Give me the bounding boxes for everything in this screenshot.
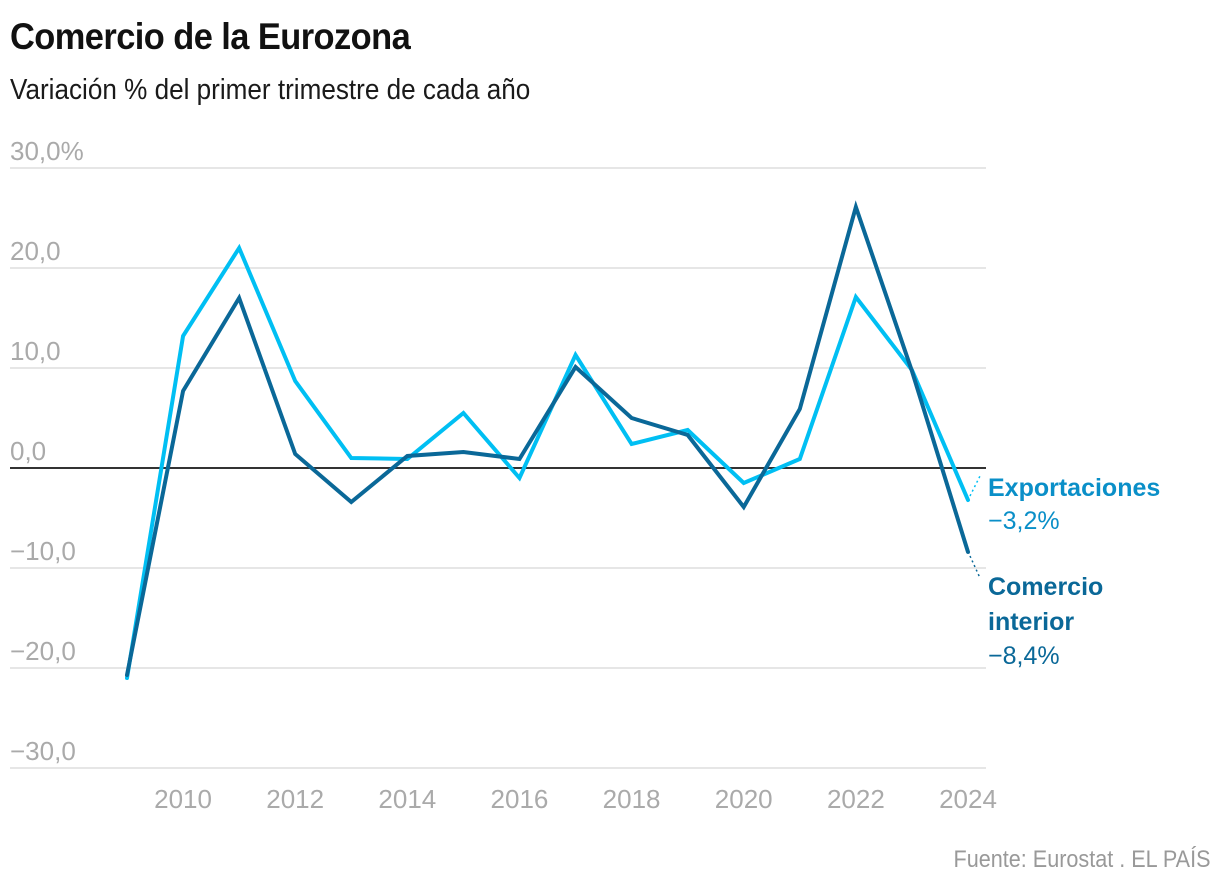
y-tick-label: −10,0 xyxy=(10,536,76,566)
series-value-exportaciones: −3,2% xyxy=(988,507,1060,535)
series-label-comercio-interior-line2: interior xyxy=(988,608,1074,636)
chart-title: Comercio de la Eurozona xyxy=(10,16,411,57)
y-tick-label: 10,0 xyxy=(10,336,61,366)
x-tick-label: 2018 xyxy=(603,784,661,814)
gridlines xyxy=(10,167,986,769)
x-tick-label: 2014 xyxy=(378,784,436,814)
source-note: Fuente: Eurostat . EL PAÍS xyxy=(953,846,1210,873)
x-tick-label: 2022 xyxy=(827,784,885,814)
x-tick-label: 2024 xyxy=(939,784,997,814)
y-axis-ticks: 30,0% 20,0 10,0 0,0 −10,0 −20,0 −30,0 xyxy=(10,136,84,766)
x-tick-label: 2020 xyxy=(715,784,773,814)
chart-subtitle: Variación % del primer trimestre de cada… xyxy=(10,74,531,106)
series-line-comercio-interior xyxy=(125,200,970,677)
x-axis-ticks: 2010 2012 2014 2016 2018 2020 2022 2024 xyxy=(154,784,997,814)
y-tick-label: 20,0 xyxy=(10,236,61,266)
leader-line xyxy=(969,555,981,579)
x-tick-label: 2016 xyxy=(491,784,549,814)
series-value-comercio-interior: −8,4% xyxy=(988,642,1060,670)
series-lines xyxy=(125,200,970,680)
y-tick-label: −30,0 xyxy=(10,736,76,766)
y-tick-label: 30,0% xyxy=(10,136,84,166)
y-tick-label: −20,0 xyxy=(10,636,76,666)
x-tick-label: 2010 xyxy=(154,784,212,814)
series-label-exportaciones: Exportaciones xyxy=(988,474,1160,502)
x-tick-label: 2012 xyxy=(266,784,324,814)
series-label-comercio-interior-line1: Comercio xyxy=(988,573,1103,601)
y-tick-label: 0,0 xyxy=(10,436,46,466)
series-line-exportaciones xyxy=(125,243,970,680)
leader-line xyxy=(969,475,981,497)
series-labels: Exportaciones −3,2% Comercio interior −8,4% xyxy=(969,474,1160,670)
